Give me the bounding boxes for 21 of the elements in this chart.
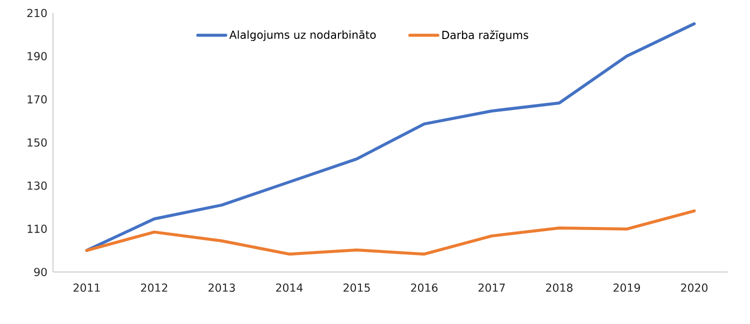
x-tick-label: 2015	[344, 284, 370, 292]
x-tick-label: 2019	[614, 284, 640, 292]
y-tick-label: 110	[28, 224, 47, 233]
line-series	[85, 209, 696, 256]
x-tick-label: 2013	[208, 284, 235, 292]
x-tick-label: 2017	[478, 284, 505, 292]
x-tick-label: 2016	[411, 284, 438, 292]
y-tick-label: 190	[28, 52, 47, 60]
x-tick-label: 2018	[546, 284, 572, 292]
y-tick-label: 90	[34, 268, 47, 276]
legend-label: Darba ražīgums	[442, 30, 528, 42]
x-tick-label: 2012	[141, 284, 168, 292]
legend-label: Alalgojums uz nodarbināto	[229, 30, 376, 42]
line-series	[85, 22, 696, 252]
y-tick-label: 210	[27, 8, 47, 18]
y-tick-label: 150	[28, 138, 47, 147]
x-tick-label: 2020	[681, 284, 708, 292]
x-tick-label: 2011	[74, 284, 100, 292]
y-tick-label: 170	[28, 95, 47, 104]
y-tick-label: 130	[28, 182, 47, 190]
x-tick-label: 2014	[276, 284, 303, 292]
